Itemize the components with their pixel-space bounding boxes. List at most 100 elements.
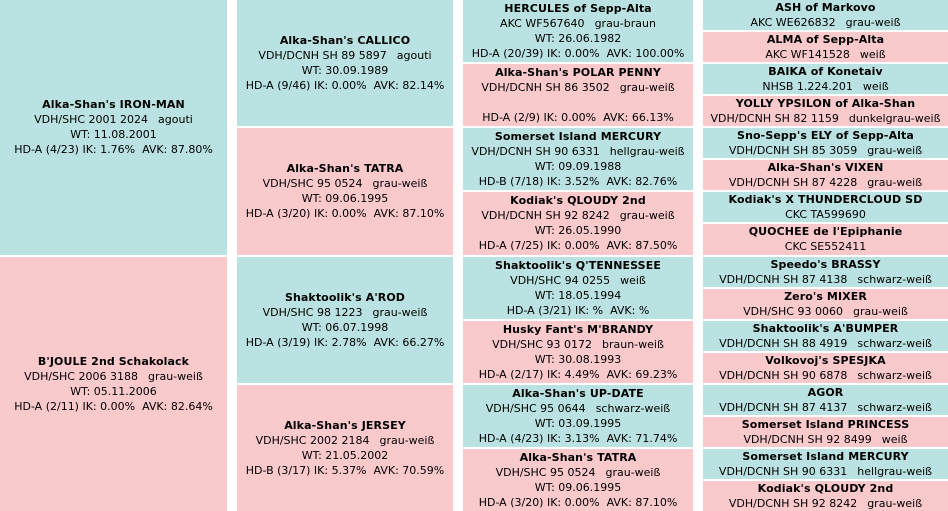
dog-registration-line: VDH/DCNH SH 86 3502 grau-weiß <box>481 80 674 95</box>
pedigree-cell-dam[interactable]: Volkovoj's SPESJKA VDH/DCNH SH 90 6878 sch… <box>703 352 948 383</box>
dog-name[interactable]: Zero's MIXER <box>784 289 867 303</box>
dog-name[interactable]: HERCULES of Sepp-Alta <box>504 2 652 16</box>
pedigree-cell-sire[interactable]: Somerset Island MERCURY VDH/DCNH SH 90 63… <box>463 128 693 191</box>
generation-column-great-grandparents: HERCULES of Sepp-Alta AKC WF567640 grau-br… <box>463 0 693 511</box>
pedigree-cell-sire[interactable]: Sno-Sepp's ELY of Sepp-Alta VDH/DCNH SH 8… <box>703 128 948 159</box>
dog-reg-number: VDH/SHC 94 0255 <box>510 273 611 287</box>
pedigree-cell-sire[interactable]: Speedo's BRASSY VDH/DCNH SH 87 4138 schwar… <box>703 256 948 287</box>
dog-name[interactable]: YOLLY YPSILON of Alka-Shan <box>735 97 916 111</box>
dog-whelp-date: WT: 05.11.2006 <box>70 384 157 398</box>
dog-registration-line: VDH/DCNH SH 87 4228 grau-weiß <box>729 175 922 190</box>
pedigree-cell-sire[interactable]: Shaktoolik's Q'TENNESSEE VDH/SHC 94 0255 w… <box>463 256 693 319</box>
dog-name[interactable]: BAIKA of Konetaiv <box>768 65 883 79</box>
dog-registration-line: VDH/DCNH SH 87 4138 schwarz-weiß <box>719 272 932 287</box>
dog-registration-line: VDH/DCNH SH 88 4919 schwarz-weiß <box>719 336 932 351</box>
dog-name[interactable]: B'JOULE 2nd Schakolack <box>37 354 190 368</box>
dog-reg-number: VDH/DCNH SH 88 4919 <box>719 336 848 350</box>
dog-health-stats: HD-A (2/11) IK: 0.00% AVK: 82.64% <box>14 399 213 413</box>
dog-reg-number: VDH/SHC 2002 2184 <box>255 433 370 447</box>
pedigree-cell-sire[interactable]: Shaktoolik's A'ROD VDH/SHC 98 1223 grau-we… <box>237 256 453 383</box>
pedigree-cell-dam[interactable]: Alka-Shan's VIXEN VDH/DCNH SH 87 4228 grau… <box>703 160 948 191</box>
dog-registration-line: VDH/DCNH SH 90 6878 schwarz-weiß <box>719 368 932 383</box>
dog-health-stats: HD-A (3/19) IK: 2.78% AVK: 66.27% <box>245 335 445 349</box>
dog-name[interactable]: Volkovoj's SPESJKA <box>765 353 886 367</box>
dog-name[interactable]: Alka-Shan's JERSEY <box>284 418 406 432</box>
dog-whelp-date: WT: 30.08.1993 <box>534 352 622 366</box>
pedigree-cell-dam[interactable]: Somerset Island PRINCESS VDH/DCNH SH 92 8… <box>703 416 948 447</box>
pedigree-cell-sire[interactable]: Alka-Shan's UP-DATE VDH/SHC 95 0644 schwar… <box>463 384 693 447</box>
pedigree-cell-dam[interactable]: Alka-Shan's TATRA VDH/SHC 95 0524 grau-wei… <box>237 128 453 255</box>
pedigree-cell-dam[interactable]: QUOCHEE de l'Epiphanie CKC SE552411 <box>703 224 948 255</box>
dog-health-stats: HD-A (2/17) IK: 4.49% AVK: 69.23% <box>478 367 678 381</box>
dog-name[interactable]: Speedo's BRASSY <box>770 257 881 271</box>
pedigree-cell-sire[interactable]: Shaktoolik's A'BUMPER VDH/DCNH SH 88 4919… <box>703 320 948 351</box>
dog-coat-color: dunkelgrau-weiß <box>848 112 941 126</box>
dog-name[interactable]: Alka-Shan's UP-DATE <box>512 386 644 400</box>
pedigree-cell-dam[interactable]: Alka-Shan's JERSEY VDH/SHC 2002 2184 grau-… <box>237 384 453 511</box>
dog-reg-number: VDH/SHC 95 0524 <box>262 177 363 191</box>
dog-name[interactable]: Shaktoolik's A'ROD <box>284 290 406 304</box>
dog-name[interactable]: Alka-Shan's VIXEN <box>767 161 884 175</box>
dog-reg-number: NHSB 1.224.201 <box>762 80 853 94</box>
pedigree-cell-sire[interactable]: Alka-Shan's IRON-MAN VDH/SHC 2001 2024 ago… <box>0 0 227 255</box>
dog-name[interactable]: Kodiak's QLOUDY 2nd <box>510 194 646 208</box>
dog-registration-line: VDH/DCNH SH 85 3059 grau-weiß <box>729 143 922 158</box>
pedigree-cell-sire[interactable]: HERCULES of Sepp-Alta AKC WF567640 grau-br… <box>463 0 693 63</box>
pedigree-cell-sire[interactable]: Alka-Shan's CALLICO VDH/DCNH SH 89 5897 ag… <box>237 0 453 127</box>
dog-name[interactable]: Alka-Shan's TATRA <box>286 162 404 176</box>
pedigree-cell-sire[interactable]: BAIKA of Konetaiv NHSB 1.224.201 weiß <box>703 64 948 95</box>
dog-name[interactable]: Alka-Shan's POLAR PENNY <box>495 66 661 80</box>
dog-health-stats: HD-A (2/9) IK: 0.00% AVK: 66.13% <box>482 111 674 125</box>
dog-name[interactable]: Alka-Shan's IRON-MAN <box>42 98 185 112</box>
dog-health-stats: HD-A (3/20) IK: 0.00% AVK: 87.10% <box>478 495 678 509</box>
pedigree-cell-dam[interactable]: Zero's MIXER VDH/SHC 93 0060 grau-weiß <box>703 288 948 319</box>
dog-whelp-date: WT: 09.09.1988 <box>534 160 622 174</box>
dog-name[interactable]: Somerset Island PRINCESS <box>741 417 910 431</box>
dog-coat-color: braun-weiß <box>601 337 664 351</box>
dog-coat-color: schwarz-weiß <box>857 272 932 286</box>
dog-registration-line: VDH/SHC 2006 3188 grau-weiß <box>24 369 203 384</box>
pedigree-cell-dam[interactable]: Husky Fant's M'BRANDY VDH/SHC 93 0172 brau… <box>463 320 693 383</box>
dog-name[interactable]: Kodiak's X THUNDERCLOUD SD <box>728 193 923 207</box>
pedigree-cell-sire[interactable]: ASH of Markovo AKC WE626832 grau-weiß <box>703 0 948 31</box>
dog-whelp-date: WT: 18.05.1994 <box>534 288 622 302</box>
dog-health-stats: HD-B (3/17) IK: 5.37% AVK: 70.59% <box>245 463 445 477</box>
dog-coat-color: grau-weiß <box>852 304 908 318</box>
dog-whelp-date: WT: 09.06.1995 <box>534 480 622 494</box>
dog-reg-number: VDH/DCNH SH 87 4138 <box>719 272 848 286</box>
dog-name[interactable]: Somerset Island MERCURY <box>742 449 909 463</box>
dog-name[interactable]: ASH of Markovo <box>775 1 876 15</box>
pedigree-cell-sire[interactable]: Kodiak's X THUNDERCLOUD SD CKC TA599690 <box>703 192 948 223</box>
pedigree-cell-dam[interactable]: Kodiak's QLOUDY 2nd VDH/DCNH SH 92 8242 gr… <box>463 192 693 255</box>
pedigree-cell-sire[interactable]: AGOR VDH/DCNH SH 87 4137 schwarz-weiß <box>703 384 948 415</box>
dog-reg-number: VDH/SHC 93 0060 <box>743 304 843 318</box>
dog-name[interactable]: Somerset Island MERCURY <box>494 130 662 144</box>
dog-registration-line: VDH/SHC 95 0644 schwarz-weiß <box>486 401 670 416</box>
dog-name[interactable]: Alka-Shan's TATRA <box>519 450 637 464</box>
dog-name[interactable]: Sno-Sepp's ELY of Sepp-Alta <box>737 129 914 143</box>
dog-registration-line: VDH/DCNH SH 90 6331 hellgrau-weiß <box>471 144 684 159</box>
dog-coat-color: grau-weiß <box>867 496 923 510</box>
dog-registration-line: VDH/DCNH SH 87 4137 schwarz-weiß <box>719 400 932 415</box>
dog-whelp-date: WT: 26.05.1990 <box>534 224 622 238</box>
dog-name[interactable]: Shaktoolik's Q'TENNESSEE <box>495 258 661 272</box>
dog-name[interactable]: Husky Fant's M'BRANDY <box>502 322 654 336</box>
pedigree-cell-dam[interactable]: Alka-Shan's TATRA VDH/SHC 95 0524 grau-wei… <box>463 448 693 511</box>
pedigree-cell-sire[interactable]: Somerset Island MERCURY VDH/DCNH SH 90 63… <box>703 448 948 479</box>
dog-name[interactable]: Kodiak's QLOUDY 2nd <box>757 481 894 495</box>
dog-name[interactable]: QUOCHEE de l'Epiphanie <box>748 225 903 239</box>
dog-name[interactable]: Shaktoolik's A'BUMPER <box>752 321 899 335</box>
pedigree-cell-dam[interactable]: YOLLY YPSILON of Alka-Shan VDH/DCNH SH 82… <box>703 96 948 127</box>
pedigree-cell-dam[interactable]: Alka-Shan's POLAR PENNY VDH/DCNH SH 86 35… <box>463 64 693 127</box>
dog-coat-color: grau-weiß <box>619 81 675 95</box>
dog-name[interactable]: AGOR <box>807 385 844 399</box>
dog-name[interactable]: Alka-Shan's CALLICO <box>279 34 411 48</box>
dog-coat-color: weiß <box>859 48 886 62</box>
pedigree-cell-dam[interactable]: ALMA of Sepp-Alta AKC WF141528 weiß <box>703 32 948 63</box>
dog-registration-line: VDH/DCNH SH 92 8242 grau-weiß <box>729 496 922 511</box>
pedigree-cell-dam[interactable]: B'JOULE 2nd Schakolack VDH/SHC 2006 3188 g… <box>0 256 227 511</box>
pedigree-cell-dam[interactable]: Kodiak's QLOUDY 2nd VDH/DCNH SH 92 8242 gr… <box>703 480 948 511</box>
dog-name[interactable]: ALMA of Sepp-Alta <box>766 33 885 47</box>
dog-whelp-date: WT: 06.07.1998 <box>301 320 389 334</box>
